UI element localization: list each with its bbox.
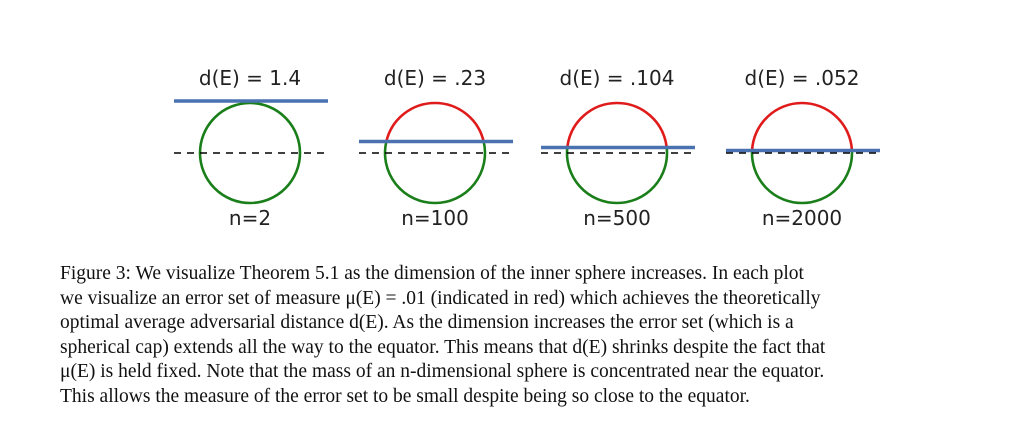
panel-dimension-label: n=100 xyxy=(401,206,469,230)
caption-line-6: This allows the measure of the error set… xyxy=(60,385,750,407)
panel-title: d(E) = .23 xyxy=(384,66,486,90)
caption-line: we visualize an error set of measure μ(E… xyxy=(60,287,980,312)
panels-group: d(E) = 1.4 n=2 d(E) = .23 n=100 d(E) = .104 n… xyxy=(174,66,880,230)
caption-line-5: μ(E) is held fixed. Note that the mass o… xyxy=(60,361,825,383)
panel-dimension-label: n=2 xyxy=(229,206,271,230)
error-cap-arc xyxy=(385,101,485,142)
caption-line: This allows the measure of the error set… xyxy=(60,385,980,410)
sphere-safe-arc xyxy=(565,147,669,205)
error-cap-arc xyxy=(750,101,854,151)
panel-title: d(E) = 1.4 xyxy=(199,66,301,90)
theorem-figure: d(E) = 1.4 n=2 d(E) = .23 n=100 d(E) = .104 n… xyxy=(174,66,880,230)
panel-dimension-label: n=500 xyxy=(583,206,651,230)
caption-line: μ(E) is held fixed. Note that the mass o… xyxy=(60,360,980,385)
caption-line-1: Figure 3: We visualize Theorem 5.1 as th… xyxy=(60,263,804,284)
caption-line: optimal average adversarial distance d(E… xyxy=(60,311,980,336)
error-cap-arc xyxy=(566,101,668,148)
caption-line: spherical cap) extends all the way to th… xyxy=(60,336,980,361)
figure-caption: Figure 3: We visualize Theorem 5.1 as th… xyxy=(60,262,980,410)
caption-line: Figure 3: We visualize Theorem 5.1 as th… xyxy=(60,262,980,287)
caption-line-3: optimal average adversarial distance d(E… xyxy=(60,312,794,334)
panel-title: d(E) = .052 xyxy=(745,66,860,90)
sphere-safe-arc xyxy=(383,141,487,205)
panel-dimension-label: n=2000 xyxy=(762,206,842,230)
panel-title: d(E) = .104 xyxy=(560,66,675,90)
caption-line-2: we visualize an error set of measure μ(E… xyxy=(60,287,821,309)
caption-line-4: spherical cap) extends all the way to th… xyxy=(60,336,826,358)
sphere-safe-arc xyxy=(750,150,854,205)
